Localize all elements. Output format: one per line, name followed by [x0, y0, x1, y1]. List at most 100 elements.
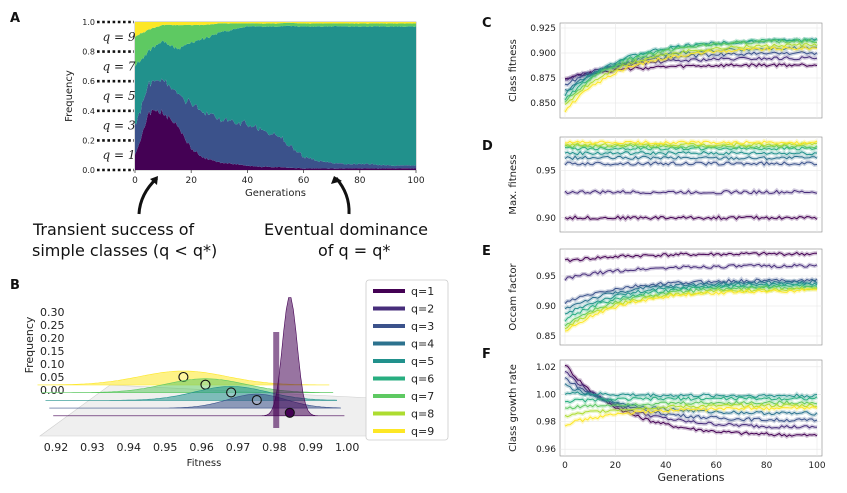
y-axis-label: Max. fitness: [508, 154, 519, 214]
x-tick-label: 40: [660, 461, 672, 471]
y-tick-label: 0.0: [82, 166, 95, 175]
area-q=1: [135, 109, 416, 170]
x-tick-label: 40: [242, 176, 254, 186]
y-tick-label: 0.25: [40, 319, 65, 332]
line-q=8: [564, 287, 818, 330]
legend-label-q=4: q=4: [411, 338, 434, 351]
legend-label-q=1: q=1: [411, 285, 434, 298]
y-tick-label: 0.4: [82, 107, 95, 116]
x-tick-label: 20: [185, 176, 197, 186]
legend-frame: [365, 279, 449, 441]
line-q=4: [564, 280, 818, 310]
annotation-transient-line2: simple classes (q < q*): [32, 241, 217, 260]
legend-label-q=8: q=8: [411, 408, 434, 421]
area-q=9: [135, 22, 416, 38]
arrow-transient-icon: [137, 176, 159, 215]
line-q=3: [564, 161, 818, 166]
line-q=6: [564, 146, 818, 151]
peak-bar-q1: [273, 332, 280, 428]
x-tick-label: 0.94: [117, 441, 142, 454]
axes-frame: [559, 22, 823, 119]
panel-b-legend: q=1 q=2 q=3 q=4 q=5 q=6 q=7 q=8 q=9: [365, 279, 449, 441]
q-level-label: q = 5: [103, 89, 136, 103]
q-level-label: q = 1: [103, 148, 136, 162]
line-q=6: [564, 284, 818, 322]
y-tick-label: 0.2: [82, 136, 95, 145]
x-tick-label: 0.97: [226, 441, 251, 454]
line-q=1: [564, 364, 818, 438]
x-tick-label: 100: [407, 176, 424, 186]
area-q=3: [135, 78, 416, 169]
y-tick-label: 1.02: [536, 363, 556, 373]
x-tick-label: 60: [298, 176, 310, 186]
y-tick-label: 0.20: [40, 332, 65, 345]
line-q=5: [564, 150, 818, 156]
y-tick-label: 0.00: [40, 384, 65, 397]
x-tick-label: 100: [808, 461, 825, 471]
line-q=8: [564, 142, 817, 147]
mean-marker-q=1: [284, 407, 295, 418]
y-tick-label: 0.925: [530, 24, 556, 34]
y-tick-label: 0.90: [536, 214, 556, 224]
x-tick-label: 0: [132, 176, 138, 186]
panel-b-ridgeline: 0.92 0.93 0.94 0.95 0.96 0.97 0.98 0.99 1.00 Fitn…: [23, 297, 373, 469]
line-q=9: [564, 45, 818, 113]
x-tick-label: 0.99: [299, 441, 324, 454]
y-tick-label: 0.875: [530, 74, 556, 84]
y-tick-label: 0.96: [536, 445, 556, 455]
mean-marker-q=3: [251, 395, 262, 406]
mean-marker-q=7: [200, 379, 211, 390]
y-tick-label: 0.900: [530, 49, 556, 59]
x-axis-label: Generations: [657, 471, 724, 484]
q-level-label: q = 9: [103, 30, 136, 44]
q-level-label: q = 7: [103, 59, 136, 73]
panel-label-d: D: [482, 139, 493, 154]
legend-label-q=2: q=2: [411, 303, 434, 316]
line-q=2: [564, 189, 818, 195]
y-tick-label: 0.95: [536, 166, 556, 176]
axes-frame: [559, 248, 823, 346]
y-tick-label: 0.6: [82, 77, 95, 86]
line-q=7: [564, 285, 818, 327]
y-tick-label: 0.15: [40, 345, 65, 358]
y-axis-label: Frequency: [23, 316, 36, 373]
line-q=1: [564, 63, 818, 80]
y-tick-label: 0.98: [536, 418, 556, 428]
area-q=5: [135, 25, 416, 167]
y-tick-label: 0.850: [530, 99, 556, 109]
ridge-q=1: [53, 297, 345, 417]
x-tick-label: 0.95: [153, 441, 178, 454]
annotation-transient-line1: Transient success of: [32, 220, 195, 239]
x-axis-label: Fitness: [187, 458, 222, 469]
y-tick-label: 0.05: [40, 371, 65, 384]
line-q=8: [564, 42, 818, 105]
y-tick-label: 0.85: [536, 332, 556, 342]
x-tick-label: 1.00: [335, 441, 360, 454]
line-q=2: [564, 56, 818, 81]
legend-label-q=6: q=6: [411, 373, 434, 386]
x-tick-label: 0.96: [189, 441, 214, 454]
line-q=3: [564, 278, 818, 304]
x-tick-label: 20: [610, 461, 622, 471]
line-q=1: [564, 215, 818, 221]
x-tick-label: 0.93: [80, 441, 105, 454]
arrow-dominance-icon: [334, 177, 351, 215]
arrow-transient-head-icon: [150, 176, 158, 185]
y-axis-label: Class fitness: [508, 39, 519, 102]
x-tick-label: 0: [562, 461, 568, 471]
panel-label-a: A: [10, 11, 20, 26]
q-level-label: q = 3: [103, 119, 136, 133]
line-q=9: [565, 140, 818, 145]
line-q=8: [564, 403, 818, 418]
line-q=9: [564, 405, 818, 427]
line-q=7: [564, 39, 818, 103]
y-axis-label: Occam factor: [508, 263, 519, 331]
x-tick-label: 0.92: [44, 441, 69, 454]
area-q=7: [135, 22, 416, 67]
panel-e-occam-factor: 0.85 0.90 0.95 Occam factor: [508, 248, 823, 346]
panel-label-b: B: [10, 278, 20, 293]
x-axis-label: Generations: [245, 188, 306, 199]
panel-label-f: F: [482, 347, 491, 362]
line-q=5: [564, 391, 818, 398]
y-tick-label: 1.00: [536, 390, 556, 400]
